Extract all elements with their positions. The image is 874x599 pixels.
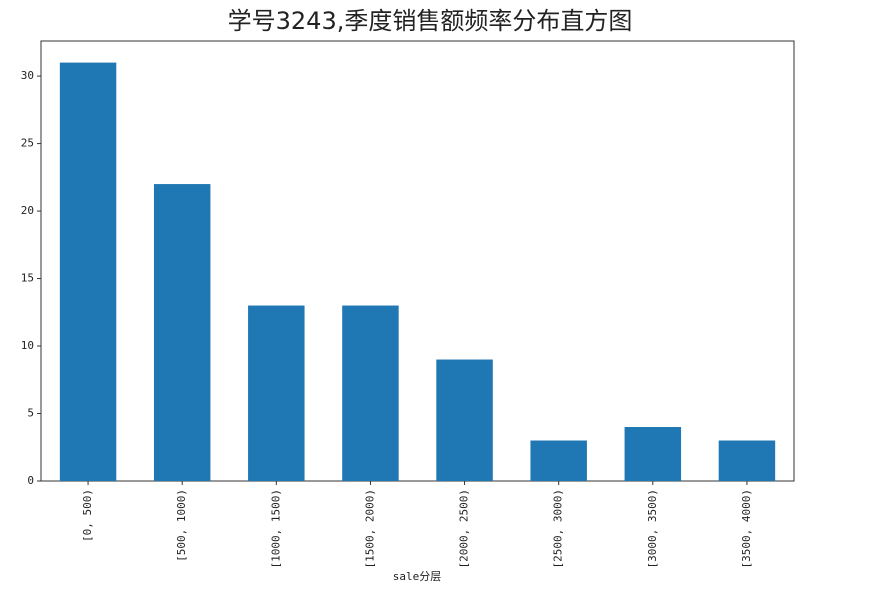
bar [436, 359, 493, 481]
y-tick-label: 0 [27, 474, 34, 487]
x-tick-label: [2000, 2500) [458, 489, 471, 568]
x-tick-label: [1500, 2000) [363, 489, 376, 568]
x-tick-label: [3000, 3500) [646, 489, 659, 568]
bar [530, 440, 587, 481]
x-tick-label: [3500, 4000) [740, 489, 753, 568]
y-tick-label: 30 [21, 69, 34, 82]
bar [624, 427, 682, 481]
y-tick-label: 10 [21, 339, 34, 352]
bar [342, 305, 399, 481]
y-tick-label: 15 [21, 272, 34, 285]
x-tick-label: [1000, 1500) [269, 489, 282, 568]
bar [59, 62, 117, 481]
x-axis-label: sale分层 [393, 570, 442, 583]
y-tick-label: 20 [21, 204, 34, 217]
bar [153, 184, 211, 481]
x-tick-label: [500, 1000) [175, 489, 188, 562]
bar [248, 305, 305, 481]
bar [718, 440, 776, 481]
y-tick-label: 25 [21, 137, 34, 150]
x-tick-label: [0, 500) [81, 489, 94, 542]
x-tick-label: [2500, 3000) [552, 489, 565, 568]
chart-title: 学号3243,季度销售额频率分布直方图 [228, 7, 633, 35]
y-tick-label: 5 [27, 407, 34, 420]
plot-frame [40, 40, 795, 482]
